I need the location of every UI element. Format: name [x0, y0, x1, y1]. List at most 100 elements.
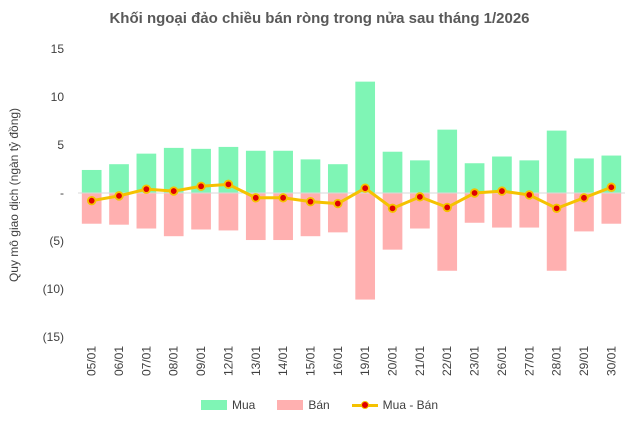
series-mua [81, 81, 622, 193]
point-mua-ban [579, 193, 589, 203]
point-mua-ban [169, 186, 179, 196]
bar-mua [382, 151, 403, 193]
x-tick-label: 12/01 [221, 346, 235, 376]
bar-mua [327, 164, 348, 193]
bar-ban [218, 193, 239, 231]
bar-ban [464, 193, 485, 223]
x-tick-label: 08/01 [167, 346, 181, 376]
bar-ban [136, 193, 157, 229]
point-mua-ban [524, 190, 534, 200]
point-mua-ban [86, 195, 97, 206]
bar-ban [574, 193, 594, 232]
point-mua-ban [196, 181, 206, 191]
chart-title: Khối ngoại đảo chiều bán ròng trong nửa … [109, 10, 530, 27]
legend-item-ban: Bán [277, 398, 330, 412]
bar-mua [355, 81, 376, 193]
point-mua-ban [141, 184, 152, 194]
bar-mua [81, 169, 102, 193]
point-mua-ban [415, 192, 425, 202]
point-mua-ban [333, 198, 343, 209]
x-tick-label: 23/01 [468, 346, 482, 376]
y-tick-label: (5) [49, 234, 64, 248]
bar-mua [245, 150, 266, 193]
bar-mua [300, 159, 321, 193]
bar-mua [437, 129, 458, 193]
bar-mua [464, 163, 485, 193]
point-mua-ban [497, 186, 507, 196]
legend-label-mua: Mua [231, 398, 256, 412]
y-axis-ticks: 15 10 5 - (5) (10) (15) [43, 42, 65, 344]
point-mua-ban [251, 193, 261, 203]
bar-ban [601, 193, 622, 224]
bar-ban [546, 193, 567, 271]
bar-mua [109, 164, 129, 193]
bar-mua [410, 160, 430, 193]
point-mua-ban [360, 183, 370, 193]
y-tick-label: 15 [51, 42, 65, 56]
legend-swatch-mua [200, 400, 227, 410]
x-tick-label: 19/01 [358, 346, 372, 376]
x-tick-label: 20/01 [386, 346, 400, 376]
bar-mua [492, 156, 512, 193]
bar-ban [410, 193, 430, 229]
bar-ban [492, 193, 512, 228]
x-tick-label: 16/01 [331, 346, 345, 376]
y-tick-label: - [60, 186, 64, 200]
x-tick-label: 14/01 [276, 346, 290, 376]
bar-mua [273, 150, 293, 193]
x-tick-label: 13/01 [249, 346, 263, 376]
y-tick-label: 5 [57, 138, 64, 152]
series-ban [81, 193, 622, 300]
bar-mua [163, 147, 184, 193]
x-tick-label: 26/01 [495, 346, 509, 376]
bar-mua [601, 155, 622, 193]
bar-ban [245, 193, 266, 241]
x-tick-label: 06/01 [112, 346, 126, 376]
bar-mua [136, 153, 157, 193]
x-tick-label: 30/01 [604, 346, 618, 376]
x-tick-label: 05/01 [85, 346, 99, 376]
bar-mua [519, 160, 540, 193]
x-tick-label: 29/01 [577, 346, 591, 376]
point-mua-ban [551, 203, 562, 214]
legend-label-ban: Bán [308, 398, 330, 412]
legend-item-mua: Mua [200, 398, 256, 412]
legend: Mua Bán Mua - Bán [0, 398, 639, 412]
x-tick-label: 09/01 [194, 346, 208, 376]
bar-ban [273, 193, 293, 241]
bar-ban [300, 193, 321, 237]
legend-swatch-ban [277, 400, 304, 410]
point-mua-ban [305, 196, 316, 207]
bar-ban [519, 193, 540, 228]
bar-mua [546, 130, 567, 193]
point-mua-ban [223, 179, 234, 190]
bar-ban [437, 193, 458, 271]
bar-ban [163, 193, 184, 237]
bar-ban [109, 193, 129, 225]
point-mua-ban [114, 191, 124, 201]
point-mua-ban [387, 203, 398, 214]
legend-swatch-mua-ban [351, 400, 378, 410]
y-tick-label: (15) [43, 330, 64, 344]
x-tick-label: 15/01 [303, 346, 317, 376]
point-mua-ban [606, 182, 617, 192]
point-mua-ban [442, 202, 452, 213]
x-tick-label: 21/01 [413, 346, 427, 376]
bar-mua [191, 148, 211, 193]
series-mua-ban [86, 179, 617, 214]
legend-item-mua-ban: Mua - Bán [351, 398, 439, 412]
x-tick-label: 27/01 [522, 346, 536, 376]
bar-mua [218, 146, 239, 193]
x-tick-label: 22/01 [440, 346, 454, 376]
bar-mua [574, 158, 594, 193]
y-tick-label: (10) [43, 282, 64, 296]
bar-ban [191, 193, 211, 230]
point-mua-ban [278, 193, 288, 203]
bar-ban [355, 193, 376, 300]
y-tick-label: 10 [51, 90, 65, 104]
legend-label-mua-ban: Mua - Bán [382, 398, 439, 412]
x-tick-label: 07/01 [139, 346, 153, 376]
x-tick-label: 28/01 [550, 346, 564, 376]
